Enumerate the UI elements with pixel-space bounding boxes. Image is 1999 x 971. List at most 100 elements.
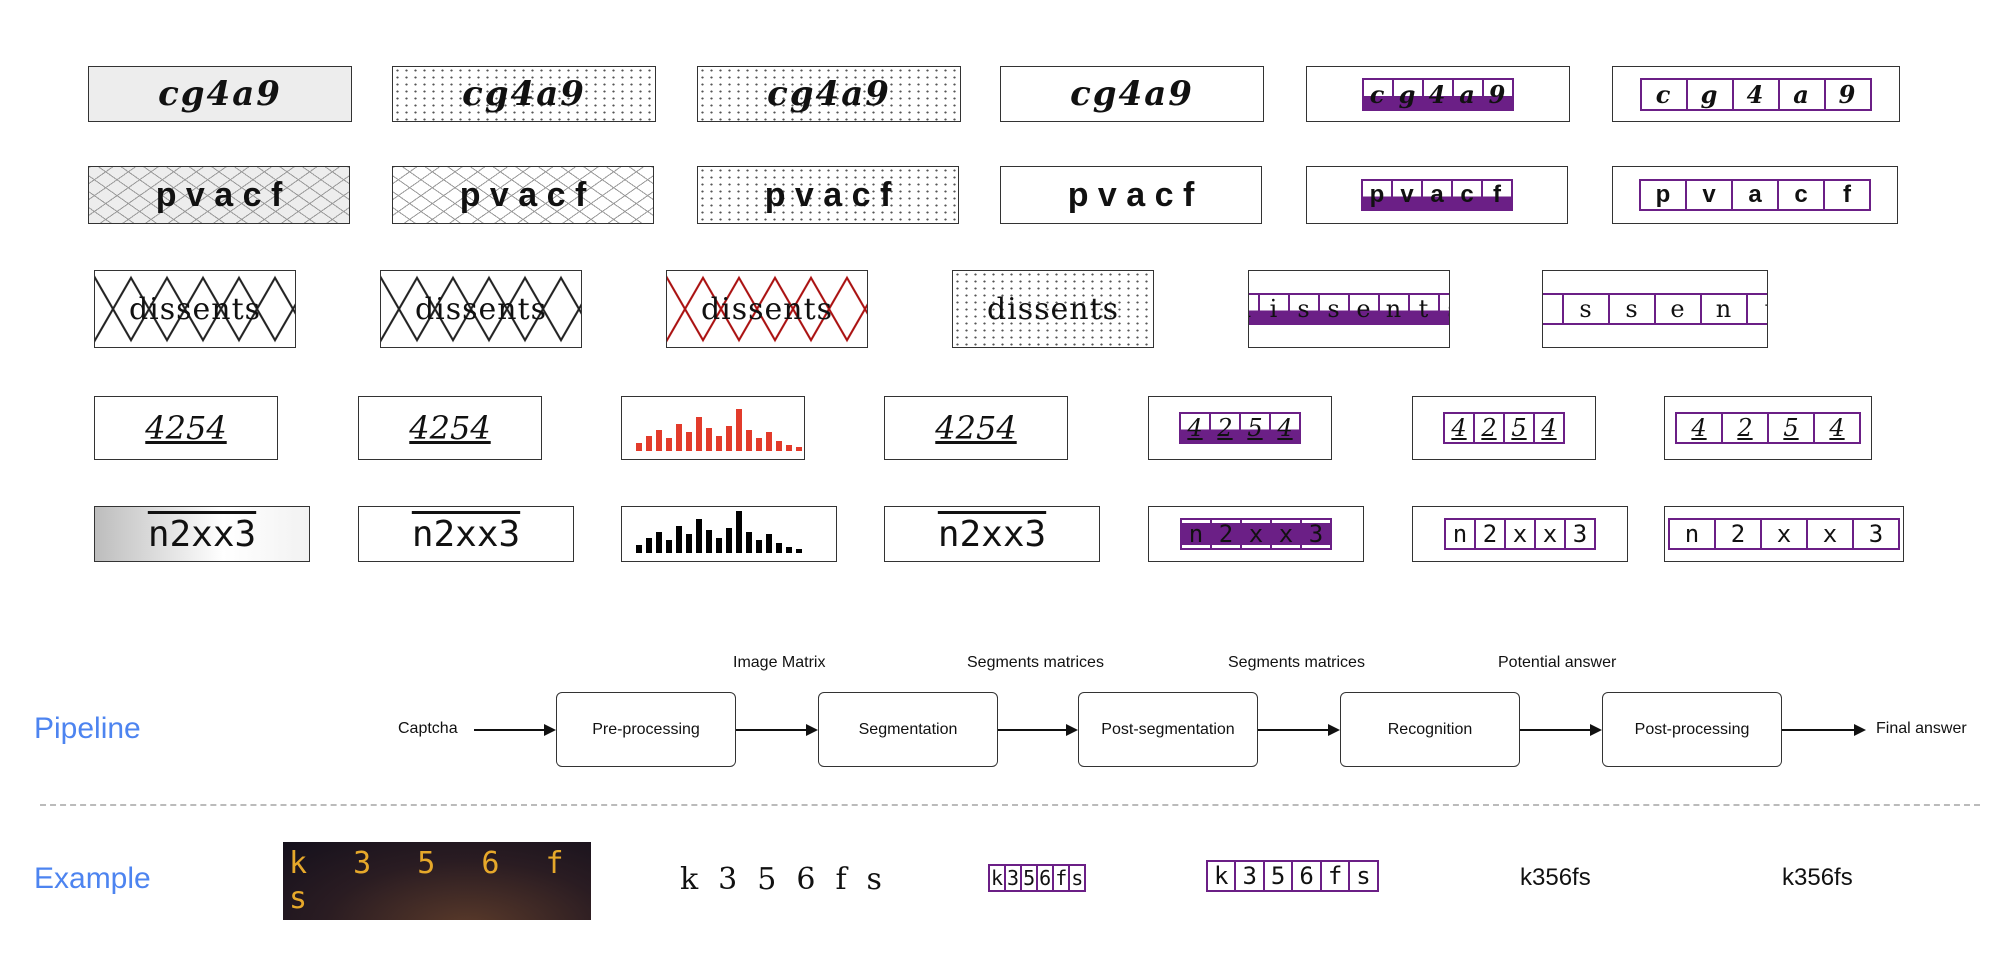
captcha-sample: n2xx3 <box>358 506 574 562</box>
segment-char: 4 <box>1181 414 1209 442</box>
captcha-sample: 4254 <box>358 396 542 460</box>
histogram-bar <box>666 438 672 451</box>
segment-char: 2 <box>1209 414 1239 442</box>
segment-char: a <box>1421 181 1451 209</box>
histogram-bar <box>676 525 682 553</box>
segment-char: s <box>1288 295 1318 323</box>
captcha-sample: dissents <box>666 270 868 348</box>
histogram-bar <box>696 519 702 553</box>
captcha-text: p v a c f <box>764 175 892 214</box>
segment-char: k <box>1214 862 1229 890</box>
histogram-bar <box>656 532 662 553</box>
segment-char: n <box>1188 520 1204 548</box>
segment-char: x <box>1504 520 1534 548</box>
example-captcha-image: k 3 5 6 f s <box>283 842 591 920</box>
arrow-recognition-to-post-processing <box>1520 724 1602 736</box>
segment-char: f <box>1319 862 1348 890</box>
histogram-bar <box>796 446 802 451</box>
captcha-text: cg4a9 <box>767 74 891 114</box>
segment-char: 4 <box>1533 414 1563 442</box>
edge-label-potential-answer: Potential answer <box>1498 654 1617 671</box>
histogram-bar <box>786 444 792 451</box>
segment-char: s <box>1608 295 1654 323</box>
captcha-sample: cg4a9 <box>392 66 656 122</box>
histogram-bar <box>786 546 792 553</box>
edge-label-segments-matrices-1: Segments matrices <box>967 654 1104 671</box>
example-section-label: Example <box>34 862 151 895</box>
segment-char: c <box>1777 181 1823 209</box>
segment-char: x <box>1240 520 1270 548</box>
segment-char: 3 <box>1004 866 1020 890</box>
segment-char: a <box>1778 79 1824 109</box>
arrow-segmentation-to-post-segmentation <box>998 724 1078 736</box>
captcha-sample: dissents <box>380 270 582 348</box>
captcha-sample: dissents <box>1542 270 1768 348</box>
captcha-sample: n2xx3 <box>94 506 310 562</box>
captcha-sample: cg4a9 <box>88 66 352 122</box>
segment-char: 5 <box>1239 414 1269 442</box>
captcha-text: cg4a9 <box>462 74 586 114</box>
segment-char: n <box>1700 295 1746 323</box>
histogram-bar <box>686 534 692 553</box>
segment-char: 3 <box>1234 862 1262 890</box>
segment-char: i <box>1543 295 1562 323</box>
histogram-bar <box>736 511 742 553</box>
captcha-sample: cg4a9 <box>697 66 961 122</box>
captcha-sample: dissents <box>1248 270 1450 348</box>
captcha-sample: 4254 <box>884 396 1068 460</box>
captcha-text: cg4a9 <box>158 74 282 114</box>
histogram-bar <box>756 540 762 553</box>
segment-char: k <box>991 866 1004 890</box>
segment-char: 6 <box>1291 862 1319 890</box>
segment-char: p <box>1363 181 1391 209</box>
segment-char: 4 <box>1732 79 1778 109</box>
segment-char: n <box>1378 295 1408 323</box>
example-preprocessed: k356fs <box>680 862 902 897</box>
captcha-sample: cg4a9 <box>1000 66 1264 122</box>
example-captcha-text: k 3 5 6 f s <box>289 846 578 916</box>
histogram-bar <box>766 432 772 451</box>
captcha-sample: dissents <box>952 270 1154 348</box>
captcha-sample: p v a c f <box>1000 166 1262 224</box>
segmented-characters: dissents <box>1249 293 1449 325</box>
segment-char: n <box>1452 520 1468 548</box>
segment-char: x <box>1760 520 1806 548</box>
captcha-sample: p v a c f <box>392 166 654 224</box>
segment-char: f <box>1481 181 1511 209</box>
captcha-text: p v a c f <box>1067 175 1195 214</box>
segment-char: t <box>1408 295 1438 323</box>
histogram-bar <box>716 436 722 451</box>
segment-char: c <box>1451 181 1481 209</box>
segment-char: a <box>1731 181 1777 209</box>
segment-char: 2 <box>1210 520 1240 548</box>
segment-char: c <box>1655 79 1673 109</box>
segment-char: 4 <box>1422 79 1452 109</box>
histogram-bar <box>696 417 702 451</box>
histogram-bar <box>776 542 782 553</box>
stage-preprocessing: Pre-processing <box>556 692 736 767</box>
stage-post-segmentation: Post-segmentation <box>1078 692 1258 767</box>
histogram-bar <box>726 527 732 553</box>
segment-char: i <box>1258 295 1288 323</box>
pipeline-section-label: Pipeline <box>34 712 141 745</box>
captcha-text: dissents <box>414 291 548 327</box>
histogram-bar <box>676 423 682 451</box>
segment-char: g <box>1392 79 1422 109</box>
captcha-sample <box>621 506 837 562</box>
